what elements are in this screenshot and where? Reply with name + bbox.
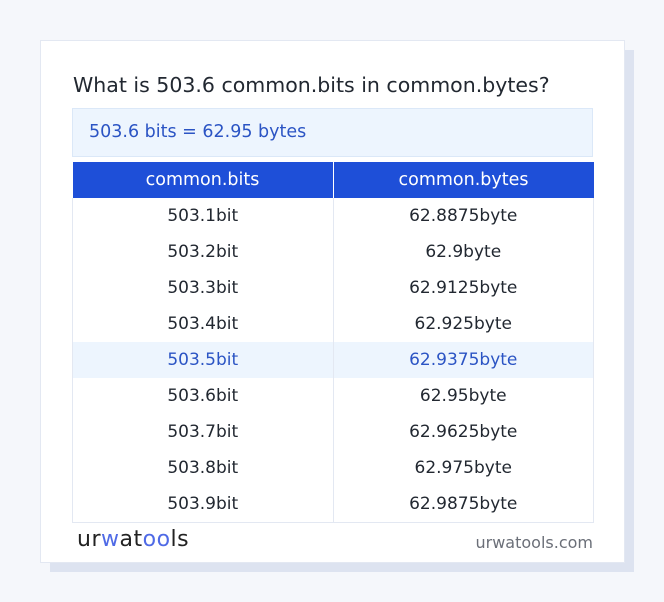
result-box: 503.6 bits = 62.95 bytes <box>72 108 593 157</box>
table-row: 503.1bit 62.8875byte <box>72 198 594 234</box>
bytes-cell: 62.9625byte <box>332 414 594 450</box>
table-row: 503.9bit 62.9875byte <box>72 486 594 523</box>
bytes-cell: 62.9875byte <box>332 486 594 523</box>
bytes-cell: 62.9byte <box>332 234 594 270</box>
bits-cell: 503.6bit <box>72 378 334 414</box>
bits-cell: 503.5bit <box>72 342 334 378</box>
bytes-cell: 62.9125byte <box>332 270 594 306</box>
site-url: urwatools.com <box>475 533 594 552</box>
bytes-cell: 62.95byte <box>332 378 594 414</box>
table-row: 503.5bit 62.9375byte <box>72 342 594 378</box>
bytes-cell: 62.925byte <box>332 306 594 342</box>
header-bits: common.bits <box>72 162 333 198</box>
bits-cell: 503.9bit <box>72 486 334 523</box>
bytes-cell: 62.975byte <box>332 450 594 486</box>
page-title: What is 503.6 common.bits in common.byte… <box>73 73 550 97</box>
table-row: 503.7bit 62.9625byte <box>72 414 594 450</box>
header-bytes: common.bytes <box>332 162 594 198</box>
conversion-card: What is 503.6 common.bits in common.byte… <box>40 40 625 563</box>
bits-cell: 503.4bit <box>72 306 334 342</box>
bytes-cell: 62.8875byte <box>332 198 594 234</box>
bits-cell: 503.1bit <box>72 198 334 234</box>
table-row: 503.8bit 62.975byte <box>72 450 594 486</box>
conversion-table: common.bits common.bytes 503.1bit 62.8875… <box>72 162 594 523</box>
result-text: 503.6 bits = 62.95 bytes <box>89 122 307 142</box>
urwatools-logo: urwatools <box>77 527 190 552</box>
table-row: 503.6bit 62.95byte <box>72 378 594 414</box>
table-row: 503.4bit 62.925byte <box>72 306 594 342</box>
bits-cell: 503.7bit <box>72 414 334 450</box>
bits-cell: 503.8bit <box>72 450 334 486</box>
table-row: 503.3bit 62.9125byte <box>72 270 594 306</box>
bits-cell: 503.3bit <box>72 270 334 306</box>
bits-cell: 503.2bit <box>72 234 334 270</box>
table-row: 503.2bit 62.9byte <box>72 234 594 270</box>
bytes-cell: 62.9375byte <box>332 342 594 378</box>
